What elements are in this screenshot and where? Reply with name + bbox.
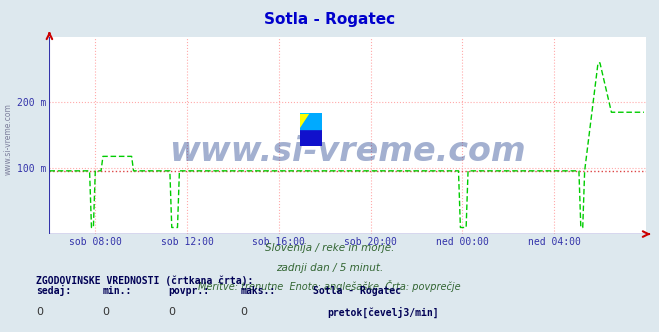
Text: 0: 0 <box>36 307 43 317</box>
Text: maks.:: maks.: <box>241 286 275 296</box>
Text: www.si-vreme.com: www.si-vreme.com <box>169 134 526 168</box>
Text: Meritve: trenutne  Enote: anglešaške  Črta: povprečje: Meritve: trenutne Enote: anglešaške Črta… <box>198 281 461 292</box>
Polygon shape <box>300 113 322 129</box>
Text: ZGODOVINSKE VREDNOSTI (črtkana črta):: ZGODOVINSKE VREDNOSTI (črtkana črta): <box>36 275 254 286</box>
Text: Slovenija / reke in morje.: Slovenija / reke in morje. <box>265 243 394 253</box>
Text: www.si-vreme.com: www.si-vreme.com <box>3 104 13 175</box>
Text: zadnji dan / 5 minut.: zadnji dan / 5 minut. <box>276 263 383 273</box>
Text: sedaj:: sedaj: <box>36 285 71 296</box>
Polygon shape <box>300 113 322 129</box>
Text: povpr.:: povpr.: <box>168 286 209 296</box>
Text: min.:: min.: <box>102 286 132 296</box>
Text: 0: 0 <box>241 307 248 317</box>
Polygon shape <box>300 129 322 146</box>
Text: pretok[čevelj3/min]: pretok[čevelj3/min] <box>328 306 439 318</box>
Text: 0: 0 <box>168 307 175 317</box>
Text: 0: 0 <box>102 307 109 317</box>
Text: Sotla - Rogatec: Sotla - Rogatec <box>313 286 401 296</box>
Text: Sotla - Rogatec: Sotla - Rogatec <box>264 12 395 27</box>
Polygon shape <box>300 113 311 129</box>
